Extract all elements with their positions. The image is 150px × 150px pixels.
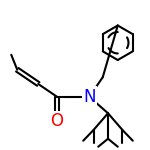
Text: N: N — [83, 88, 96, 106]
Text: O: O — [51, 112, 63, 130]
